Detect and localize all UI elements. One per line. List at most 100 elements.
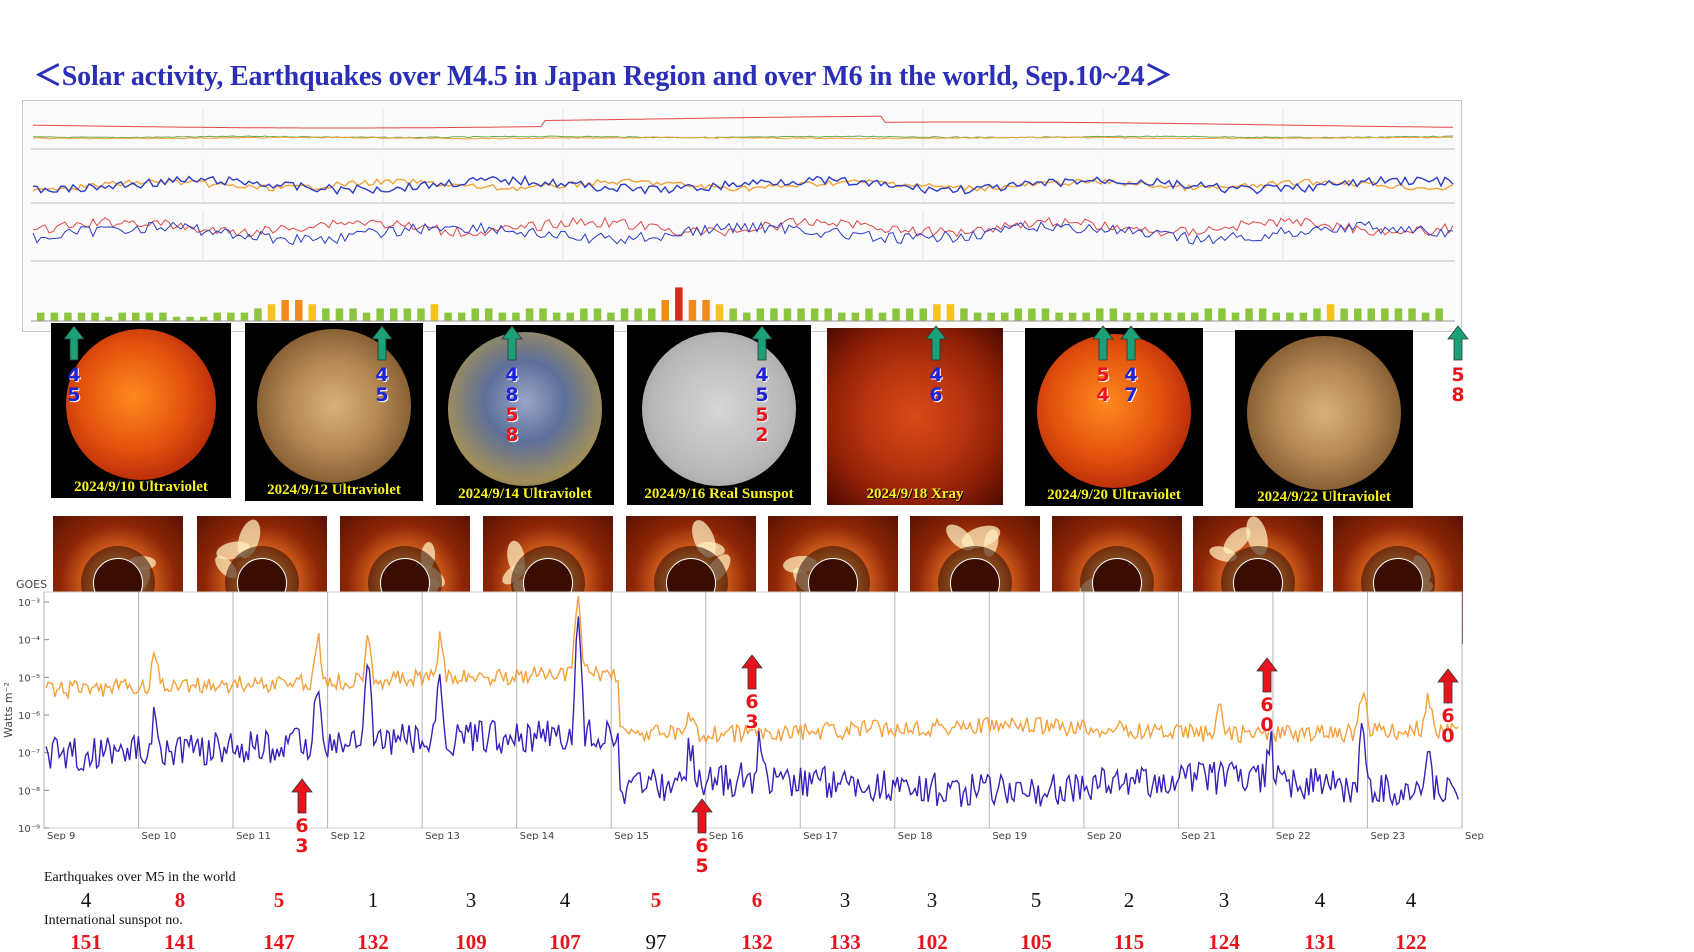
kp-bar (1313, 308, 1321, 321)
world-quake-arrow (1437, 668, 1459, 704)
kp-bar (335, 308, 344, 321)
quake-digit: 5 (375, 384, 389, 406)
kp-bar (1204, 308, 1213, 321)
sunspot-number: 115 (1113, 930, 1145, 952)
kp-bar (104, 316, 113, 321)
kp-bar (349, 308, 357, 321)
quake-digit: 7 (1124, 384, 1138, 406)
quake-digit: 4 (1096, 384, 1110, 406)
world-quake-count: 4 (1314, 888, 1326, 912)
kp-bar (1028, 308, 1036, 321)
kp-bar (1394, 308, 1403, 321)
sun-image-caption: 2024/9/22 Ultraviolet (1257, 489, 1391, 505)
quake-digit: 4 (67, 364, 81, 386)
kp-bar (960, 308, 968, 321)
quake-digit: 5 (755, 404, 769, 426)
goes-ytick-label: 10⁻⁴ (18, 636, 40, 647)
world-quakes-row-label: Earthquakes over M5 in the world (44, 870, 236, 885)
kp-bar (444, 312, 452, 321)
kp-bar (1408, 308, 1416, 321)
kp-bar (770, 308, 778, 321)
world-quake-count: 3 (839, 888, 851, 912)
japan-quake-arrow (925, 325, 947, 361)
kp-bar (77, 312, 86, 321)
kp-bar (946, 304, 955, 321)
japan-quake-arrow (1447, 325, 1469, 361)
kp-bar (973, 312, 982, 321)
page-title: ＜Solar activity, Earthquakes over M4.5 i… (34, 61, 1173, 92)
kp-bar (688, 300, 697, 321)
world-quake-arrow (291, 778, 313, 814)
goes-xtick-label: Sep 16 (709, 831, 744, 840)
goes-xtick-label: Sep 11 (236, 831, 271, 840)
quake-digit: 8 (505, 384, 519, 406)
goes-yaxis-label: Watts m⁻² (2, 682, 15, 738)
kp-bar (810, 308, 819, 321)
world-quake-count: 5 (650, 888, 662, 912)
sunspot-number: 102 (916, 930, 948, 952)
kp-bar (933, 304, 941, 321)
kp-bar (566, 312, 574, 321)
sunspot-number: 107 (549, 930, 581, 952)
kp-bar (1068, 312, 1077, 321)
quake-digit: 4 (505, 364, 519, 386)
japan-quake-arrow (1120, 325, 1142, 361)
kp-bar (1163, 312, 1172, 321)
kp-bar (498, 312, 507, 321)
kp-bar (376, 308, 384, 321)
kp-bar (267, 304, 276, 321)
kp-bar (919, 308, 927, 321)
quake-digit: 3 (295, 835, 309, 857)
sunspot-number: 109 (455, 930, 487, 952)
goes-xtick-label: Sep 22 (1276, 831, 1311, 840)
goes-xtick-label: Sep 14 (520, 831, 555, 840)
kp-bar (1326, 304, 1335, 321)
world-quake-arrow (691, 798, 713, 834)
sun-image-frame: 2024/9/18 Xray (827, 328, 1003, 505)
japan-quake-arrow (1092, 325, 1114, 361)
world-quake-count: 4 (559, 888, 571, 912)
goes-xtick-label: Sep 10 (142, 831, 177, 840)
kp-bar (1109, 308, 1118, 321)
kp-bar (1001, 312, 1009, 321)
goes-ytick-label: 10⁻⁶ (18, 711, 40, 722)
world-quake-count: 4 (1405, 888, 1417, 912)
goes-xtick-label: Sep 15 (614, 831, 649, 840)
world-quake-count: 8 (174, 888, 186, 912)
japan-quake-arrow (371, 325, 393, 361)
world-quake-count: 1 (367, 888, 379, 912)
kp-bar (1136, 312, 1145, 321)
kp-bar (797, 308, 805, 321)
kp-bar (1354, 308, 1362, 321)
instrument-panel (31, 109, 1455, 150)
sun-disc (65, 329, 217, 480)
kp-bar (37, 312, 45, 321)
kp-bar (1367, 308, 1375, 321)
quake-digit: 6 (295, 815, 309, 837)
instrument-panels (22, 100, 1462, 332)
kp-bar (199, 316, 208, 321)
kp-bar (580, 308, 588, 321)
kp-bar (525, 308, 534, 321)
kp-bar (227, 312, 235, 321)
sun-image-caption: 2024/9/14 Ultraviolet (458, 486, 592, 502)
kp-bar (308, 304, 316, 321)
quake-digit: 3 (745, 711, 759, 733)
japan-quake-arrow (501, 325, 523, 361)
sunspot-number: 147 (263, 930, 295, 952)
sunspot-number: 122 (1395, 930, 1427, 952)
goes-xtick-label: Sep 17 (803, 831, 838, 840)
quake-digit: 0 (1441, 725, 1455, 747)
kp-bar (1381, 308, 1389, 321)
sun-image-caption: 2024/9/12 Ultraviolet (267, 482, 401, 498)
quake-digit: 5 (1096, 364, 1110, 386)
goes-short-series (45, 616, 1460, 808)
kp-bar (539, 308, 547, 321)
kp-bar (254, 308, 262, 321)
goes-xray-chart: 10⁻³ 10⁻⁴ 10⁻⁵ 10⁻⁶ 10⁻⁷ 10⁻⁸ 10⁻⁹ GOES Watts m⁻… (2, 578, 1484, 840)
kp-bar (634, 308, 642, 321)
